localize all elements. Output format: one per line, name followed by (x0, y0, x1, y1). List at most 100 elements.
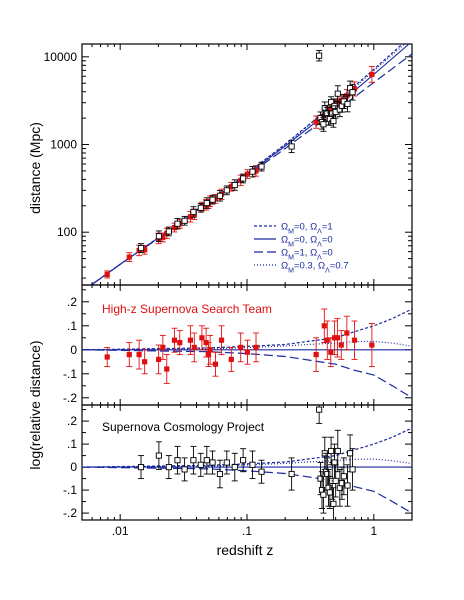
data-point-scp (349, 466, 356, 473)
data-point-highz (126, 352, 132, 358)
data-point-scp (197, 461, 204, 468)
data-point-highz (244, 349, 251, 355)
plot-area (82, 308, 412, 399)
data-point-scp (231, 464, 238, 471)
data-point-scp (203, 457, 210, 464)
data-point-scp (190, 457, 197, 464)
data-point-scp (328, 98, 335, 106)
data-point-scp (209, 196, 216, 203)
data-point-highz (104, 354, 110, 360)
y-tick-label: .1 (67, 437, 77, 451)
data-point-scp (316, 406, 323, 413)
data-point-scp (334, 447, 341, 455)
legend-label: ΩM=0, ΩΛ=0 (281, 235, 333, 249)
model-curve-short-dash (90, 44, 404, 285)
data-point-highz (160, 234, 166, 241)
data-point-scp (334, 90, 341, 97)
data-point-scp (332, 477, 339, 484)
data-point-highz (171, 337, 178, 343)
y-tick-label: -.2 (63, 506, 77, 520)
data-point-scp (137, 244, 145, 252)
model-curve-long-dash (82, 466, 412, 514)
data-point-highz (328, 107, 334, 113)
data-point-highz (187, 214, 194, 220)
data-point-scp (320, 121, 327, 128)
model-curve-short-dash (82, 308, 412, 351)
data-point-scp (331, 459, 338, 466)
data-point-highz (253, 344, 259, 350)
data-point-scp (340, 473, 347, 480)
data-point-scp (165, 228, 172, 235)
y-tick-label: .2 (67, 414, 77, 428)
data-point-highz (160, 344, 166, 350)
legend-label: ΩM=0.3, ΩΛ=0.7 (281, 261, 349, 275)
data-point-scp (344, 100, 351, 108)
y-tick-label: 10000 (44, 50, 78, 64)
data-point-highz (313, 352, 319, 358)
plot-area (90, 44, 412, 285)
data-point-highz (324, 337, 330, 343)
y-tick-label: 100 (57, 225, 77, 239)
legend-label: ΩM=0, ΩΛ=1 (281, 222, 333, 236)
data-point-highz (126, 254, 132, 260)
y-tick-label: 1000 (50, 138, 77, 152)
data-point-scp (155, 233, 162, 240)
data-point-scp (165, 464, 172, 471)
data-point-scp (288, 143, 295, 150)
data-point-highz (142, 359, 148, 365)
data-point-highz (156, 356, 162, 362)
highz-residual-panel: .2 .1 0 -.1 -.2 (63, 284, 413, 406)
data-point-highz (218, 337, 225, 343)
data-point-highz (205, 352, 212, 358)
data-point-highz (253, 168, 259, 174)
data-point-scp (249, 461, 256, 468)
data-point-scp (320, 491, 327, 498)
data-point-scp (197, 204, 204, 211)
data-point-scp (190, 208, 197, 216)
data-point-scp (347, 450, 354, 457)
data-point-highz (351, 86, 358, 92)
data-point-highz (338, 342, 344, 348)
y-tick-label: .2 (67, 295, 77, 309)
model-curve-dotted (90, 44, 406, 285)
data-point-scp (328, 447, 335, 455)
data-point-scp (174, 457, 181, 464)
data-point-highz (344, 330, 350, 336)
axis-labels: distance (Mpc) log(relative distance) re… (27, 122, 273, 558)
data-point-scp (209, 459, 216, 466)
scp-panel-title: Supernova Cosmology Project (102, 420, 265, 434)
data-point-highz (104, 271, 110, 278)
data-point-highz (334, 99, 341, 105)
data-point-scp (181, 466, 188, 473)
y-axis-label-top: distance (Mpc) (27, 122, 43, 214)
data-point-scp (330, 500, 337, 507)
data-point-highz (228, 356, 234, 362)
y-tick-label: -.1 (63, 483, 77, 497)
data-point-highz (321, 323, 327, 329)
data-point-highz (351, 337, 358, 343)
data-point-highz (238, 344, 244, 350)
y-axis-label-residual: log(relative distance) (27, 340, 43, 469)
data-point-scp (137, 464, 145, 471)
data-point-scp (240, 457, 247, 464)
data-point-highz (171, 224, 178, 231)
data-point-highz (331, 335, 338, 341)
data-point-scp (249, 168, 256, 175)
data-point-highz (334, 335, 341, 341)
x-tick-label: 1 (370, 524, 377, 538)
distance-panel: 100 1000 10000 (44, 43, 413, 286)
data-point-scp (258, 468, 265, 475)
data-point-highz (212, 361, 219, 367)
y-tick-label: 0 (70, 460, 77, 474)
model-curve-dotted (82, 458, 412, 468)
data-point-highz (191, 344, 197, 350)
data-point-scp (324, 470, 331, 478)
data-point-scp (155, 452, 162, 459)
x-axis-label: redshift z (217, 542, 274, 558)
data-point-scp (216, 470, 224, 478)
highz-panel-title: High-z Supernova Search Team (102, 302, 272, 316)
data-point-highz (164, 366, 170, 372)
data-point-highz (369, 342, 375, 348)
data-point-highz (313, 119, 319, 125)
